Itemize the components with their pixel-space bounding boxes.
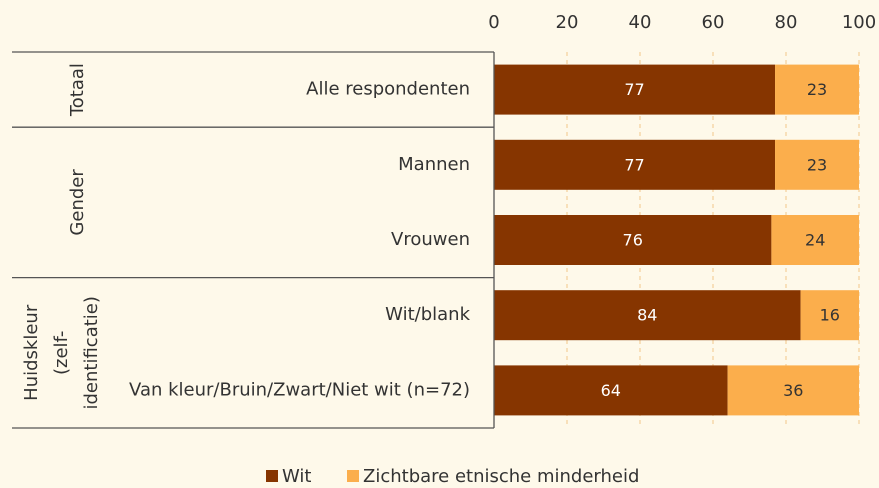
group-label: (zelf-	[51, 331, 72, 375]
bar-segment	[775, 64, 859, 115]
value-label: 84	[637, 306, 657, 325]
x-tick-label: 40	[629, 12, 652, 33]
category-label: Van kleur/Bruin/Zwart/Niet wit (n=72)	[129, 379, 470, 400]
group-label: identificatie)	[81, 296, 102, 409]
value-label: 76	[623, 231, 643, 250]
category-label: Mannen	[398, 154, 470, 175]
category-label: Vrouwen	[391, 229, 470, 250]
value-label: 23	[807, 155, 827, 174]
value-label: 64	[601, 381, 621, 400]
value-label: 23	[807, 80, 827, 99]
bar-segment	[494, 139, 776, 190]
legend-label: Wit	[282, 466, 311, 487]
x-tick-label: 20	[556, 12, 579, 33]
bar-segment	[494, 64, 776, 115]
value-label: 77	[624, 80, 644, 99]
x-tick-label: 100	[842, 12, 876, 33]
legend-swatch	[266, 470, 278, 482]
x-tick-label: 0	[488, 12, 499, 33]
value-label: 36	[783, 381, 803, 400]
legend-label: Zichtbare etnische minderheid	[363, 466, 639, 487]
value-label: 77	[624, 155, 644, 174]
bar-segment	[727, 365, 859, 416]
group-label: Gender	[67, 169, 88, 236]
legend-swatch	[347, 470, 359, 482]
bar-segment	[800, 290, 859, 341]
group-label: Huidskleur	[21, 304, 42, 401]
bar-segment	[494, 365, 728, 416]
category-label: Wit/blank	[385, 304, 470, 325]
value-label: 24	[805, 231, 825, 250]
x-tick-label: 60	[702, 12, 725, 33]
bar-segment	[775, 139, 859, 190]
bar-segment	[494, 290, 801, 341]
bar-segment	[494, 215, 772, 265]
x-tick-label: 80	[775, 12, 798, 33]
value-label: 16	[820, 306, 840, 325]
category-label: Alle respondenten	[306, 79, 470, 100]
group-label: Totaal	[67, 63, 88, 117]
bar-segment	[771, 215, 859, 265]
